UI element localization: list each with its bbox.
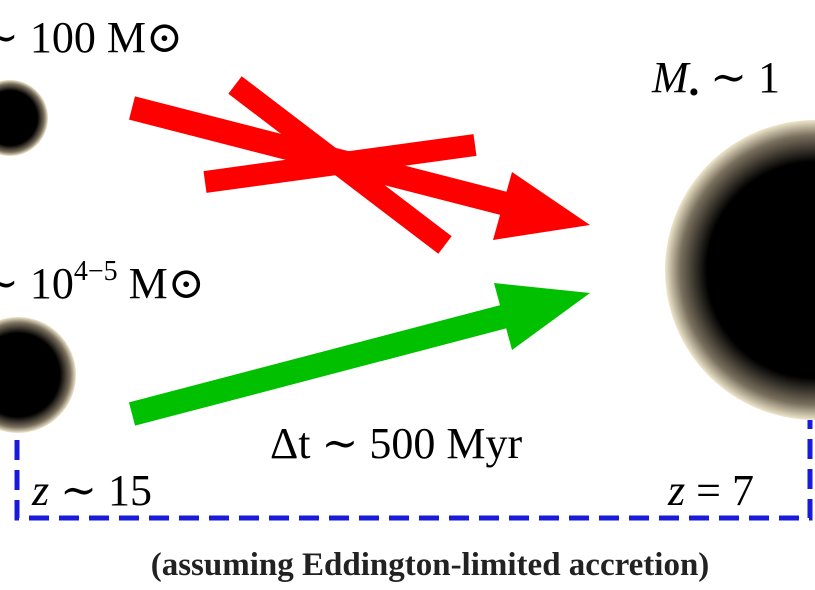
medium-mass-exponent: 4−5 (74, 256, 118, 287)
medium-mass-label: ∼ 104−5 M⊙ (0, 256, 205, 308)
z-end-label: z = 7 (667, 466, 754, 515)
final-mass-label: M• ∼ 1 (651, 53, 780, 109)
small-mass-label: ∼ 100 M⊙ (0, 13, 183, 62)
note: (assuming Eddington-limited accretion) (151, 547, 710, 583)
final-mass-sub: • (689, 76, 700, 109)
page: {"labels": { "small_mass": "∼ 100 M⊙", "… (0, 0, 815, 590)
red-arrowhead (493, 172, 590, 240)
z-var: z (667, 466, 685, 515)
final-mass-symbol: M (651, 53, 691, 102)
z-start-rest: ∼ 15 (49, 466, 152, 515)
z-var: z (31, 466, 49, 515)
red-arrows (132, 85, 590, 245)
medium-mass-unit: M⊙ (118, 259, 205, 308)
time-label: Δt ∼ 500 Myr (270, 419, 523, 468)
green-arrow-shaft (132, 315, 510, 414)
z-start-label: z ∼ 15 (31, 466, 152, 515)
final-mass-rest: ∼ 1 (699, 53, 780, 102)
large-black-hole (665, 120, 815, 420)
diagram: ∼ 100 M⊙ ∼ 104−5 M⊙ M• ∼ 1 Δt ∼ 500 Myr … (0, 0, 815, 590)
small-black-hole (0, 80, 48, 156)
medium-black-hole (0, 317, 76, 433)
z-end-rest: = 7 (685, 466, 754, 515)
green-arrowhead (494, 283, 590, 350)
medium-mass-base: ∼ 10 (0, 259, 74, 308)
